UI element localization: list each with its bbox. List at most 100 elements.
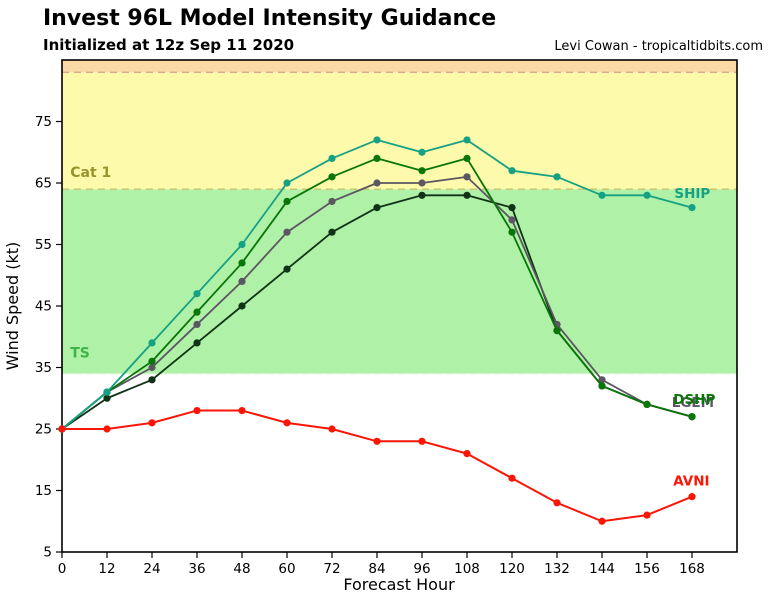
x-tick-label: 72 xyxy=(323,561,340,577)
data-point-ship xyxy=(598,191,606,199)
data-point-ship xyxy=(508,167,516,175)
data-point-avni xyxy=(418,437,426,445)
band-label-cat-1: Cat 1 xyxy=(70,165,111,181)
data-point-unlabeled-dark-model xyxy=(148,376,156,384)
data-point-avni xyxy=(238,406,246,415)
y-tick-label: 55 xyxy=(35,237,52,253)
data-point-avni xyxy=(508,474,516,482)
data-point-unlabeled-dark-model xyxy=(283,265,291,273)
data-point-ship xyxy=(103,388,111,396)
data-point-avni xyxy=(598,517,606,525)
y-tick-label: 25 xyxy=(35,422,52,438)
x-tick-label: 156 xyxy=(634,561,660,577)
data-point-unlabeled-dark-model xyxy=(328,228,336,236)
data-point-dshp xyxy=(463,154,471,162)
data-point-lgem xyxy=(373,179,381,187)
data-point-dshp xyxy=(238,259,246,267)
data-point-dshp xyxy=(643,400,651,408)
data-point-avni xyxy=(103,425,111,433)
data-point-lgem xyxy=(598,376,606,384)
data-point-avni xyxy=(688,493,696,501)
x-tick-label: 60 xyxy=(278,561,295,577)
y-tick-label: 35 xyxy=(35,360,52,376)
series-label-ship: SHIP xyxy=(674,186,710,202)
x-tick-label: 24 xyxy=(143,561,160,577)
data-point-ship xyxy=(283,179,291,187)
data-point-lgem xyxy=(463,173,471,181)
x-tick-label: 108 xyxy=(454,561,480,577)
x-tick-label: 144 xyxy=(589,561,615,577)
x-tick-label: 120 xyxy=(499,561,525,577)
page-title: Invest 96L Model Intensity Guidance xyxy=(43,6,497,31)
data-point-lgem xyxy=(148,363,156,372)
x-tick-label: 48 xyxy=(233,561,250,577)
x-tick-label: 96 xyxy=(413,561,430,577)
data-point-lgem xyxy=(418,179,426,187)
data-point-avni xyxy=(193,406,201,415)
data-point-dshp xyxy=(553,327,561,335)
x-axis-title: Forecast Hour xyxy=(343,575,455,594)
data-point-avni xyxy=(328,425,336,433)
band-TS xyxy=(62,189,737,374)
band-label-ts: TS xyxy=(70,346,90,362)
x-tick-label: 12 xyxy=(98,561,115,577)
data-point-ship xyxy=(463,136,471,144)
x-tick-label: 84 xyxy=(368,561,385,577)
data-point-ship xyxy=(643,191,651,199)
data-point-unlabeled-dark-model xyxy=(508,204,516,212)
data-point-dshp xyxy=(598,382,606,390)
series-label-avni: AVNI xyxy=(673,474,709,490)
data-point-lgem xyxy=(328,197,336,206)
data-point-dshp xyxy=(328,173,336,181)
x-tick-label: 0 xyxy=(58,561,67,577)
data-point-unlabeled-dark-model xyxy=(373,204,381,212)
data-point-avni xyxy=(58,425,66,433)
data-point-avni xyxy=(148,419,156,427)
y-tick-label: 5 xyxy=(43,545,52,561)
y-tick-label: 15 xyxy=(35,483,52,499)
data-point-unlabeled-dark-model xyxy=(103,394,111,402)
data-point-lgem xyxy=(193,320,201,329)
credit-text: Levi Cowan - tropicaltidbits.com xyxy=(554,39,763,54)
y-tick-label: 65 xyxy=(35,176,52,192)
data-point-dshp xyxy=(418,167,426,175)
data-point-ship xyxy=(553,173,561,181)
data-point-ship xyxy=(193,290,201,298)
data-point-dshp xyxy=(283,197,291,206)
data-point-unlabeled-dark-model xyxy=(463,191,471,199)
y-tick-label: 45 xyxy=(35,299,52,315)
data-point-dshp xyxy=(373,154,381,162)
data-point-avni xyxy=(553,499,561,507)
data-point-unlabeled-dark-model xyxy=(238,302,246,310)
x-tick-label: 168 xyxy=(679,561,705,577)
data-point-ship xyxy=(148,339,156,347)
data-point-lgem xyxy=(238,277,246,285)
data-point-ship xyxy=(373,136,381,144)
data-point-ship xyxy=(688,204,696,212)
x-tick-label: 132 xyxy=(544,561,570,577)
data-point-ship xyxy=(418,148,426,156)
data-point-avni xyxy=(373,437,381,445)
data-point-unlabeled-dark-model xyxy=(418,191,426,199)
data-point-dshp xyxy=(688,413,696,421)
data-point-lgem xyxy=(508,216,516,224)
data-point-ship xyxy=(238,240,246,249)
data-point-dshp xyxy=(148,357,156,365)
band-Cat 1 xyxy=(62,72,737,190)
init-time-subtitle: Initialized at 12z Sep 11 2020 xyxy=(43,36,295,54)
x-tick-label: 36 xyxy=(188,561,205,577)
series-line-avni xyxy=(62,409,693,523)
data-point-avni xyxy=(643,511,651,519)
y-axis-title: Wind Speed (kt) xyxy=(3,242,22,371)
series-label-lgem: LGEM xyxy=(672,395,714,411)
data-point-avni xyxy=(463,450,471,458)
y-tick-label: 75 xyxy=(35,114,52,130)
data-point-dshp xyxy=(193,308,201,316)
data-point-unlabeled-dark-model xyxy=(193,339,201,347)
data-point-dshp xyxy=(508,228,516,236)
series-label-dshp: DSHP xyxy=(673,392,715,408)
band-upper xyxy=(62,60,737,73)
data-point-ship xyxy=(328,154,336,162)
